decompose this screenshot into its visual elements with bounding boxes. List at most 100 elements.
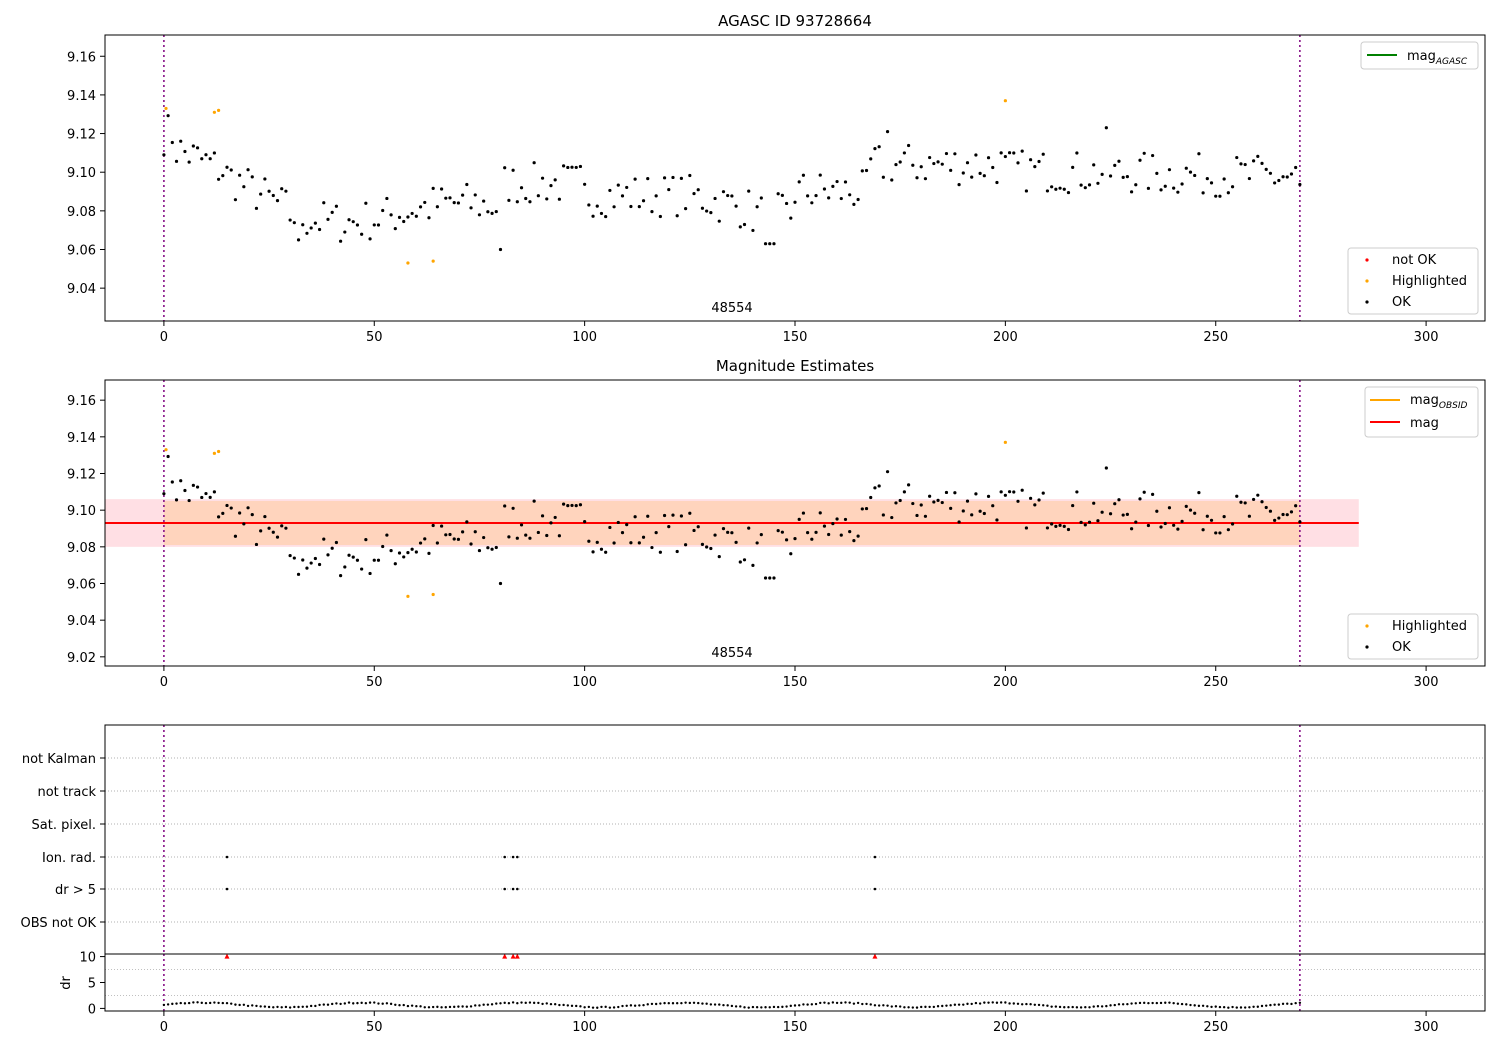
agasc-point (894, 162, 898, 167)
agasc-point (940, 162, 944, 166)
agasc-point (1163, 184, 1167, 188)
agasc-point (1298, 182, 1302, 187)
magnitude-point (343, 565, 347, 569)
dr-point (789, 1004, 792, 1008)
dr-point (1218, 1005, 1222, 1009)
agasc-point (1256, 154, 1260, 159)
agasc-point (1062, 187, 1066, 191)
dr-point (558, 1003, 561, 1007)
magnitude-point (894, 501, 898, 505)
dr-point (352, 1002, 355, 1005)
dr-point (772, 1005, 776, 1009)
dr-point (1168, 1001, 1171, 1004)
agasc-point (696, 188, 700, 192)
magnitude-point (827, 532, 831, 537)
dr-point (646, 1003, 649, 1006)
dr-point (692, 1001, 696, 1004)
magnitude-point (587, 539, 591, 543)
agasc-point (944, 151, 949, 156)
agasc-point (679, 176, 684, 180)
magnitude-point (1285, 513, 1289, 517)
agasc-point (835, 179, 839, 184)
agasc-point (688, 173, 692, 178)
dr-point (368, 1001, 372, 1004)
agasc-point (275, 199, 280, 203)
magnitude-point (759, 533, 763, 537)
dr-point (1298, 1001, 1302, 1005)
magnitude-xtick-label: 150 (783, 675, 808, 690)
magnitude-point (957, 520, 961, 524)
magnitude-point (1071, 503, 1075, 508)
agasc-point (772, 242, 776, 246)
magnitude-point (919, 503, 923, 507)
dr-point (936, 1005, 940, 1008)
magnitude-point (755, 541, 759, 545)
dr-point (991, 1001, 994, 1004)
agasc-point (919, 165, 923, 169)
dr-ytick-label: 10 (79, 951, 96, 966)
dr-point (1109, 1004, 1112, 1007)
magnitude-legend-upper: magOBSID mag (1364, 386, 1479, 438)
dr-point (596, 1006, 599, 1009)
magnitude-point (692, 528, 696, 533)
agasc-point (246, 168, 250, 172)
magnitude-point (1007, 490, 1012, 494)
agasc-point (309, 226, 313, 230)
agasc-point (267, 189, 271, 193)
agasc-point (1155, 171, 1159, 175)
dr-point (259, 1005, 262, 1008)
agasc-point (1193, 173, 1197, 178)
dr-point (810, 1003, 814, 1006)
magnitude-point (1167, 506, 1172, 510)
dr-point (583, 1006, 586, 1009)
magnitude-point (532, 499, 536, 503)
magnitude-point (591, 550, 595, 554)
magnitude-xtick-label: 250 (1203, 675, 1228, 690)
dr-point (886, 1004, 889, 1007)
dr-point (604, 1005, 607, 1009)
magnitude-point (1003, 493, 1007, 497)
dr-point (179, 1001, 182, 1005)
agasc-point (317, 227, 322, 232)
dr-point (293, 1005, 296, 1009)
dr-point (1088, 1006, 1091, 1009)
magnitude-point (448, 532, 452, 537)
magnitude-point (431, 523, 435, 528)
agasc-point (389, 213, 393, 217)
dr-point (840, 1001, 843, 1005)
agasc-point (1230, 185, 1235, 189)
dr-point (339, 1002, 342, 1006)
dr-point (701, 1002, 704, 1005)
agasc-point (780, 193, 784, 198)
magnitude-xtick-label: 200 (993, 675, 1018, 690)
magnitude-point (890, 515, 894, 520)
agasc-point (717, 219, 721, 223)
agasc-highlight-point (212, 110, 216, 114)
dr-point (1269, 1003, 1272, 1007)
agasc-point (570, 165, 574, 169)
dr-point (326, 1003, 330, 1006)
dr-point (389, 1002, 393, 1006)
dr-point (903, 1006, 906, 1009)
agasc-point (545, 197, 549, 201)
dr-point (419, 1005, 422, 1008)
dr-point (318, 1003, 321, 1007)
magnitude-point (216, 515, 221, 519)
dr-point (1281, 1002, 1285, 1006)
agasc-point (1247, 176, 1251, 181)
magnitude-ytick-label: 9.04 (67, 614, 96, 629)
agasc-point (806, 194, 810, 198)
agasc-point (452, 201, 456, 205)
magnitude-point (494, 545, 498, 550)
dr-point (440, 1006, 443, 1009)
dr-point (1172, 1001, 1175, 1005)
agasc-point (414, 214, 418, 218)
magnitude-point (974, 492, 978, 496)
magnitude-point (212, 490, 216, 494)
magnitude-point (835, 517, 839, 521)
magnitude-point (427, 551, 431, 556)
magnitude-point (578, 503, 583, 507)
agasc-axes-frame (104, 34, 1486, 322)
dr-point (225, 1001, 229, 1005)
